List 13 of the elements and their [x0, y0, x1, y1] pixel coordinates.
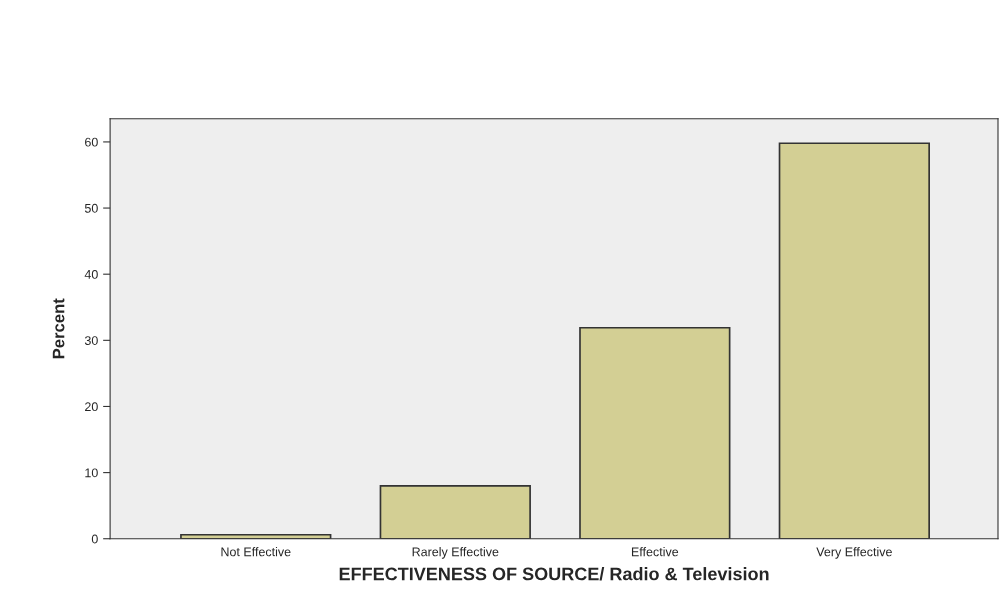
- y-tick-label: 50: [84, 203, 98, 213]
- y-axis-title: Percent: [52, 298, 65, 359]
- y-tick-label: 10: [85, 468, 98, 478]
- x-tick-label: Effective: [631, 547, 679, 557]
- y-tick-label: 60: [85, 137, 98, 147]
- y-tick-label: 0: [91, 534, 98, 544]
- x-tick-label: Not Effective: [221, 547, 291, 557]
- x-tick-label: Very Effective: [816, 547, 892, 559]
- y-tick-label: 30: [84, 336, 98, 345]
- y-tick-label: 20: [85, 402, 98, 412]
- x-tick-label: Rarely Effective: [412, 547, 499, 559]
- y-tick-label: 40: [84, 269, 98, 279]
- x-axis-title: EFFECTIVENESS OF SOURCE/ Radio & Television: [339, 567, 769, 581]
